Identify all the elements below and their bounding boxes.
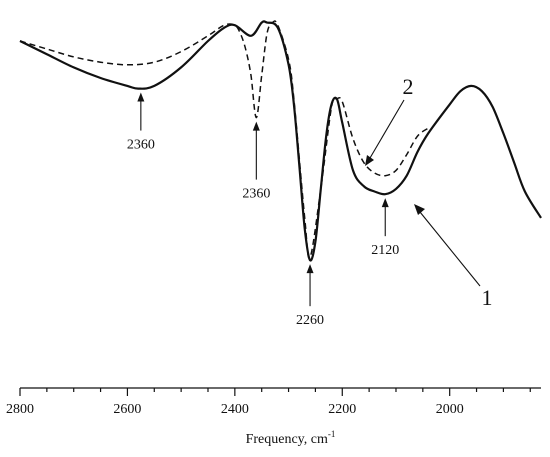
annotation-arrowhead	[137, 92, 145, 102]
curve-label-2: 2	[403, 74, 414, 99]
x-tick-label: 2000	[436, 402, 464, 417]
x-tick-label: 2200	[328, 402, 356, 417]
annotation-label: 2260	[296, 313, 324, 328]
curve-label-1-arrowhead	[414, 204, 425, 215]
annotation-arrowhead	[381, 198, 389, 208]
curve-label-2-arrowhead	[365, 155, 374, 166]
annotation-arrowhead	[252, 121, 260, 131]
curve-label-1-leader	[419, 211, 481, 287]
x-tick-label: 2400	[221, 402, 249, 417]
annotation-label: 2120	[371, 243, 399, 258]
x-tick-label: 2800	[6, 402, 34, 417]
annotation-arrowhead	[306, 264, 314, 274]
annotations: 2360 2360 2260 2120 2 1	[127, 74, 493, 328]
annotation-label: 2360	[242, 187, 270, 202]
plot-area	[19, 20, 542, 262]
annotation-label: 2360	[127, 138, 155, 153]
x-axis-title-text: Frequency, cm	[246, 432, 328, 447]
curve-label-1: 1	[482, 285, 493, 310]
curve-label-2-leader	[369, 99, 405, 159]
x-tick-label: 2600	[113, 402, 141, 417]
series-line-2	[19, 20, 429, 260]
x-axis-title: Frequency, cm-1	[246, 429, 336, 447]
x-axis: 2800 2600 2400 2200 2000	[6, 387, 541, 417]
x-axis-title-superscript: -1	[328, 429, 336, 439]
series-line-1	[19, 20, 542, 262]
